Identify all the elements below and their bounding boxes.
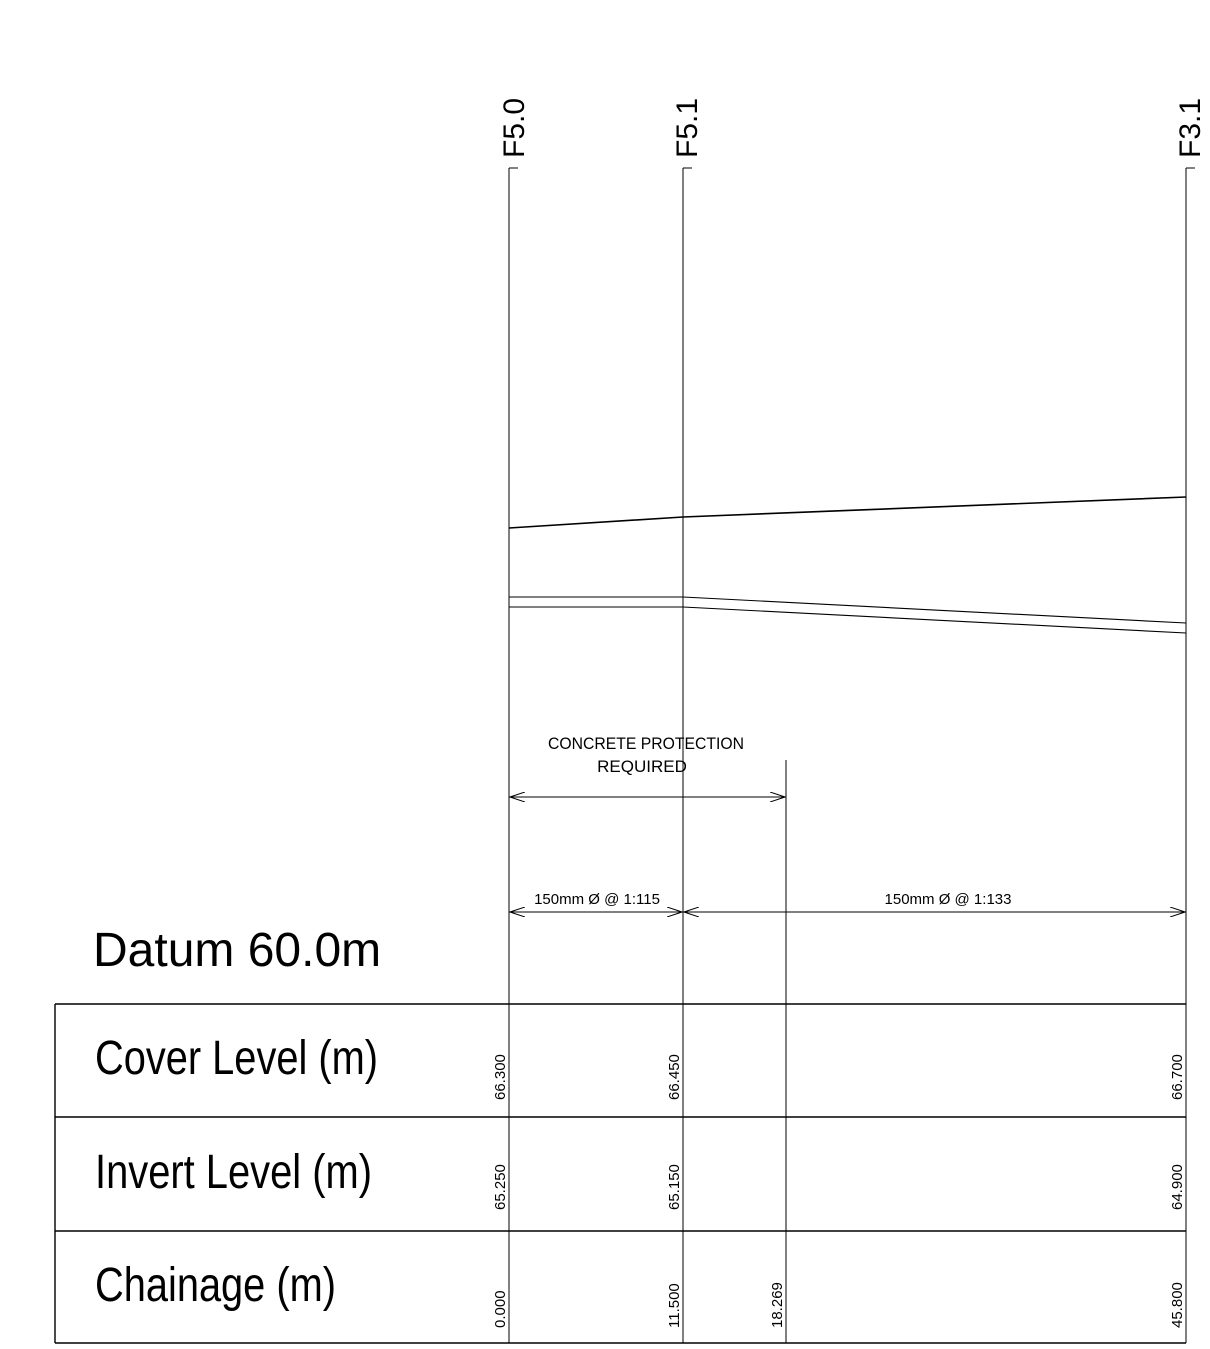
row-header-cover-level: Cover Level (m) xyxy=(95,1032,378,1085)
concrete-protection-label-2: REQUIRED xyxy=(597,757,687,776)
pipe-bottom-line xyxy=(509,606,1187,634)
chainage-value: 0.000 xyxy=(492,1290,509,1328)
pipe-top-line xyxy=(509,596,1187,624)
node-label-f5-0: F5.0 xyxy=(498,98,531,158)
concrete-protection-label: CONCRETE PROTECTION xyxy=(548,734,744,753)
chainage-value: 11.500 xyxy=(666,1283,683,1328)
invert-level-value: 65.250 xyxy=(492,1164,509,1210)
row-header-invert-level: Invert Level (m) xyxy=(95,1146,372,1199)
cover-level-value: 66.450 xyxy=(666,1054,683,1100)
ground-profile-line xyxy=(508,496,1187,529)
level-table xyxy=(54,1003,1186,1344)
datum-label: Datum 60.0m xyxy=(93,924,381,977)
row-header-chainage: Chainage (m) xyxy=(95,1259,336,1312)
chainage-value: 18.269 xyxy=(769,1282,786,1328)
invert-level-value: 64.900 xyxy=(1169,1164,1186,1210)
cover-level-value: 66.300 xyxy=(492,1054,509,1100)
invert-level-value: 65.150 xyxy=(666,1164,683,1210)
pipe-segment-1-label: 150mm Ø @ 1:115 xyxy=(534,891,660,908)
cover-level-value: 66.700 xyxy=(1169,1054,1186,1100)
node-label-f5-1: F5.1 xyxy=(671,98,704,158)
node-label-f3-1: F3.1 xyxy=(1174,98,1207,158)
chainage-value: 45.800 xyxy=(1169,1282,1186,1328)
pipe-segment-2-label: 150mm Ø @ 1:133 xyxy=(885,891,1012,908)
